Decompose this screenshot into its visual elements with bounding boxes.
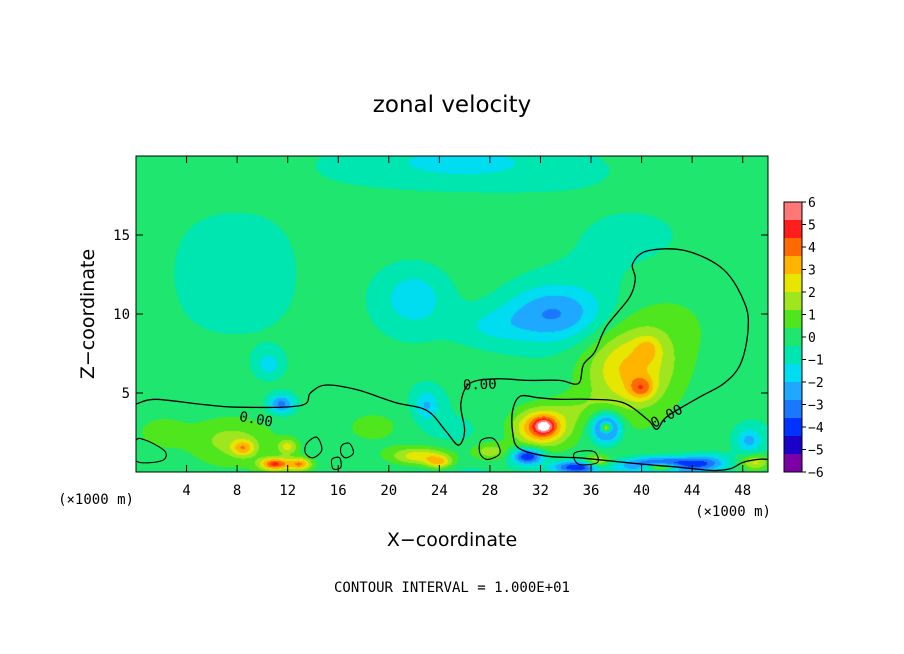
colorbar-swatch (784, 382, 802, 401)
x-tick-label: 8 (233, 483, 241, 499)
zero-contour-island (478, 437, 501, 460)
x-tick-label: 44 (684, 483, 701, 499)
zero-contour-island (339, 442, 355, 459)
colorbar-tick-label: 3 (808, 264, 816, 279)
colorbar: 6 5 4 3 2 1 0 −1 −2 −3 −4 −5 −6 (783, 196, 824, 481)
y-axis-ticks: 5 10 15 (113, 228, 768, 402)
colorbar-swatch (784, 292, 802, 311)
x-tick-label: 24 (431, 483, 448, 499)
y-tick-label: 15 (113, 228, 130, 244)
colorbar-tick-label: −1 (808, 354, 824, 369)
colorbar-tick-label: 5 (808, 219, 816, 234)
colorbar-tick-label: −3 (808, 399, 824, 414)
colorbar-swatch (784, 418, 802, 437)
y-axis-title: Z−coordinate (77, 249, 99, 379)
y-axis-unit: (×1000 m) (58, 492, 134, 508)
colorbar-tick-label: 4 (808, 241, 816, 256)
x-axis-ticks: 4 8 12 16 20 24 28 32 36 40 44 48 (182, 156, 751, 499)
colorbar-tick-label: −6 (808, 466, 824, 481)
zero-contour-island (136, 437, 167, 464)
contour-interval-note: CONTOUR INTERVAL = 1.000E+01 (334, 580, 570, 596)
zero-contour-island (573, 450, 599, 466)
colorbar-tick-label: −2 (808, 376, 824, 391)
colorbar-swatch (784, 238, 802, 257)
x-tick-label: 16 (330, 483, 347, 499)
colorbar-tick-label: −5 (808, 444, 824, 459)
y-tick-label: 10 (113, 307, 130, 323)
y-tick-label: 5 (122, 386, 130, 402)
colorbar-tick-label: −4 (808, 421, 824, 436)
colorbar-tick-label: 6 (808, 196, 816, 211)
colorbar-tick-label: 2 (808, 286, 816, 301)
x-tick-label: 28 (481, 483, 498, 499)
plot-area: 0.000.000.00 4 8 12 16 20 24 28 32 36 40 44 48 5101… (113, 155, 769, 499)
x-tick-label: 32 (532, 483, 549, 499)
colorbar-swatch (784, 274, 802, 293)
colorbar-swatch (784, 400, 802, 419)
colorbar-swatch (784, 454, 802, 473)
velocity-field (136, 156, 768, 472)
x-tick-label: 20 (380, 483, 397, 499)
colorbar-tick-label: 0 (808, 331, 816, 346)
colorbar-swatch (784, 202, 802, 221)
zero-contour-line (136, 248, 768, 472)
contour-label: 0.00 (463, 377, 497, 394)
x-axis-unit: (×1000 m) (695, 504, 771, 520)
colorbar-swatch (784, 346, 802, 365)
colorbar-swatch (784, 328, 802, 347)
contour-label: 0.00 (238, 409, 274, 431)
zero-contour-island (304, 436, 323, 459)
x-tick-label: 36 (583, 483, 600, 499)
chart-title: zonal velocity (373, 92, 531, 118)
colorbar-tick-label: 1 (808, 309, 816, 324)
colorbar-swatch (784, 364, 802, 383)
x-tick-label: 12 (279, 483, 296, 499)
zero-contour-group (136, 248, 768, 472)
colorbar-swatch (784, 436, 802, 455)
x-tick-label: 4 (182, 483, 190, 499)
colorbar-swatch (784, 310, 802, 329)
x-axis-title: X−coordinate (387, 529, 517, 551)
colorbar-swatch (784, 220, 802, 239)
colorbar-swatch (784, 256, 802, 275)
zero-contour-island (330, 456, 342, 470)
x-tick-label: 40 (633, 483, 650, 499)
x-tick-label: 48 (734, 483, 751, 499)
